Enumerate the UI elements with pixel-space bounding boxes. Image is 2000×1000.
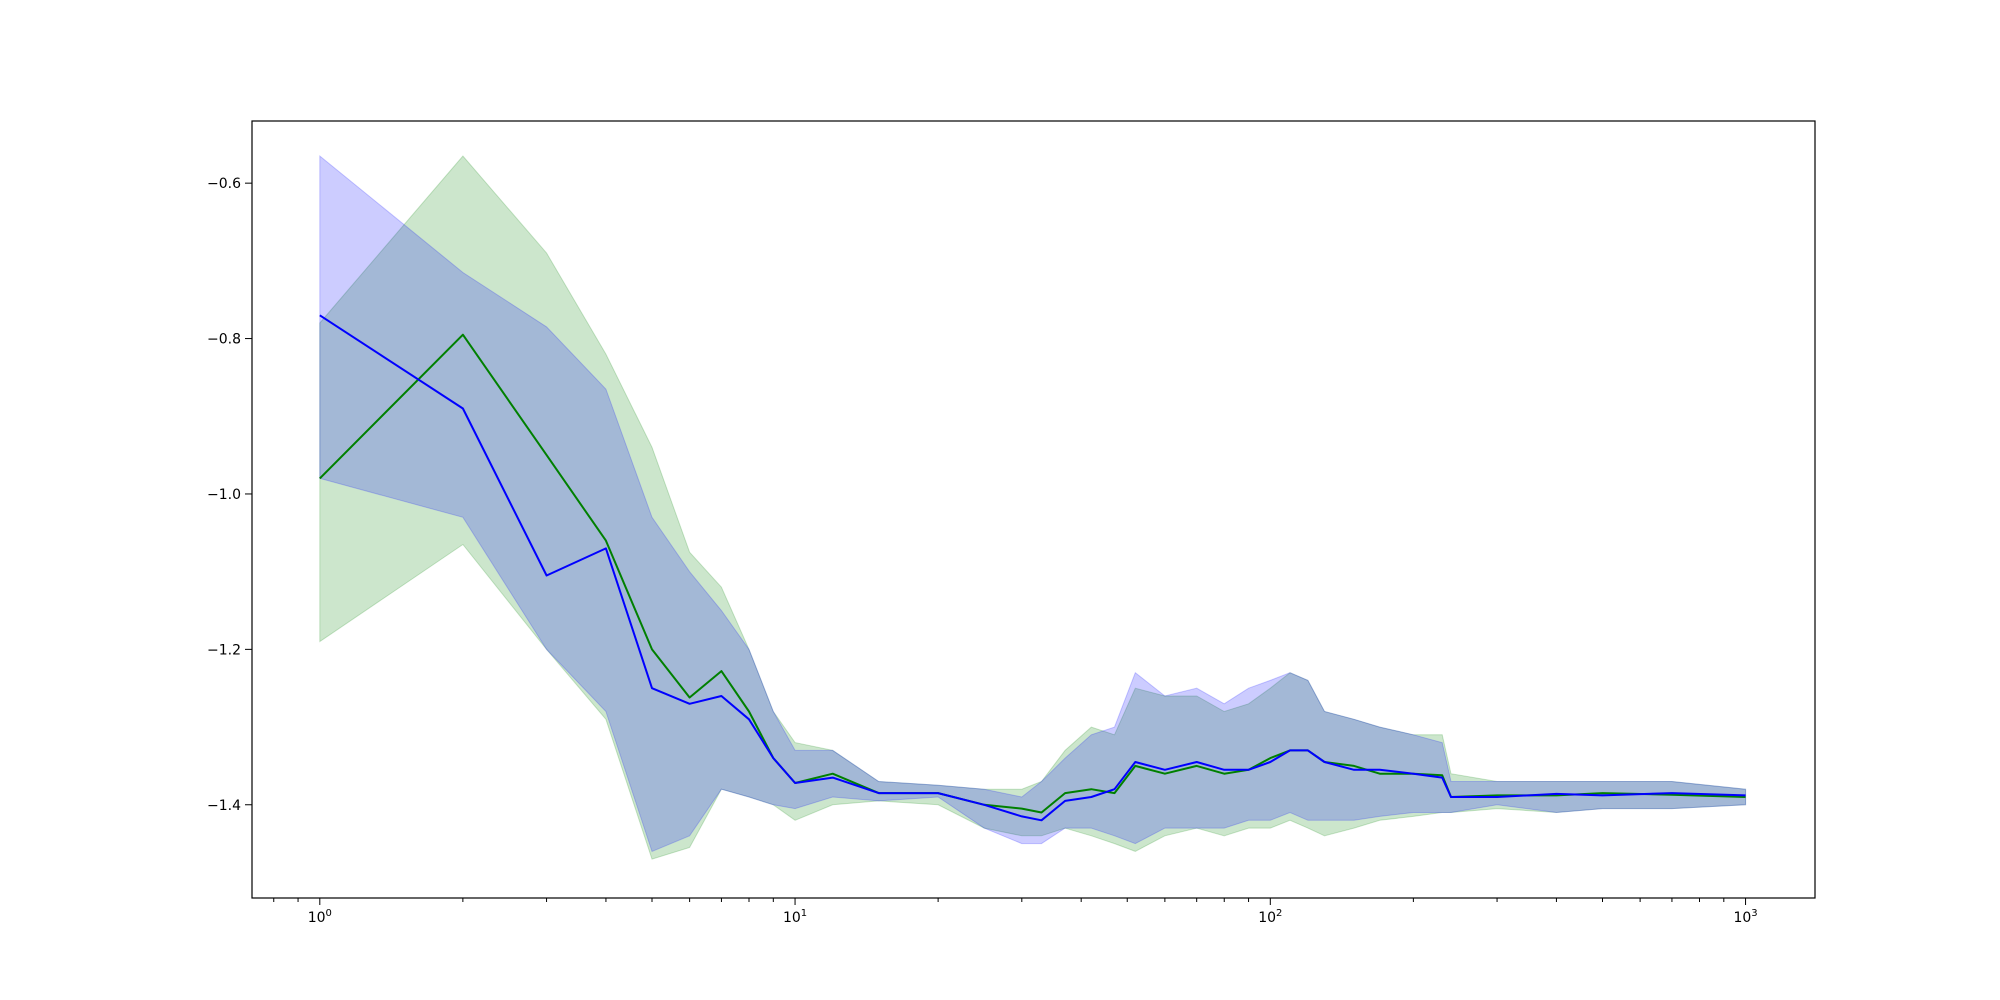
series-2-line: [319, 314, 1746, 822]
y-axis: −0.6 −0.8 −1.0 −1.2 −1.4: [207, 176, 252, 814]
x-axis: 100 101 102 103: [273, 898, 1758, 926]
series-1-line: [319, 333, 1746, 814]
series-1-band: [319, 155, 1747, 860]
series-lines: [319, 314, 1746, 822]
y-tick-label: −1.4: [207, 798, 241, 814]
confidence-bands: [319, 154, 1747, 860]
y-tick-label: −1.2: [207, 642, 241, 658]
series-2-band: [319, 154, 1747, 853]
x-tick-label: 102: [1258, 908, 1282, 926]
y-tick-label: −0.6: [207, 176, 241, 192]
x-tick-label: 103: [1733, 908, 1757, 926]
y-tick-label: −0.8: [207, 332, 241, 348]
y-tick-label: −1.0: [207, 487, 241, 503]
x-tick-label: 101: [783, 908, 807, 926]
x-tick-label: 100: [308, 908, 332, 926]
plot-frame: [251, 120, 1816, 899]
